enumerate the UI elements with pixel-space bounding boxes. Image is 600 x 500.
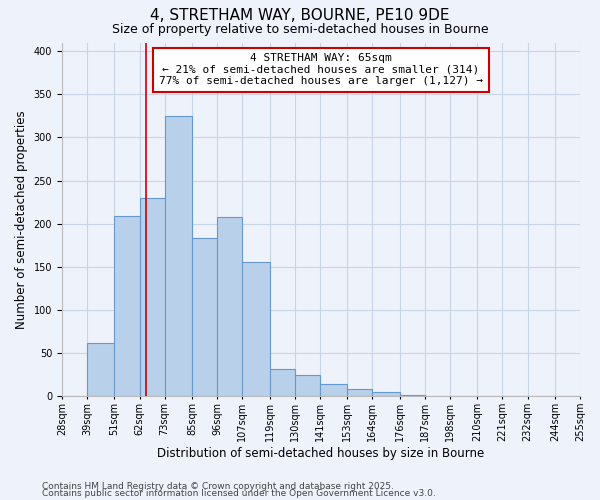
Bar	[87, 343, 115, 396]
X-axis label: Distribution of semi-detached houses by size in Bourne: Distribution of semi-detached houses by …	[157, 447, 485, 460]
Text: 4 STRETHAM WAY: 65sqm
← 21% of semi-detached houses are smaller (314)
77% of sem: 4 STRETHAM WAY: 65sqm ← 21% of semi-deta…	[159, 53, 483, 86]
Bar	[217, 217, 242, 396]
Bar	[115, 216, 140, 396]
Bar	[242, 262, 269, 396]
Bar	[164, 116, 192, 396]
Bar	[295, 375, 320, 396]
Text: Size of property relative to semi-detached houses in Bourne: Size of property relative to semi-detach…	[112, 22, 488, 36]
Text: Contains HM Land Registry data © Crown copyright and database right 2025.: Contains HM Land Registry data © Crown c…	[42, 482, 394, 491]
Bar	[373, 392, 400, 396]
Bar	[269, 369, 295, 396]
Text: 4, STRETHAM WAY, BOURNE, PE10 9DE: 4, STRETHAM WAY, BOURNE, PE10 9DE	[150, 8, 450, 22]
Bar	[347, 390, 373, 396]
Y-axis label: Number of semi-detached properties: Number of semi-detached properties	[15, 110, 28, 329]
Bar	[192, 238, 217, 396]
Text: Contains public sector information licensed under the Open Government Licence v3: Contains public sector information licen…	[42, 490, 436, 498]
Bar	[400, 394, 425, 396]
Bar	[320, 384, 347, 396]
Bar	[140, 198, 164, 396]
